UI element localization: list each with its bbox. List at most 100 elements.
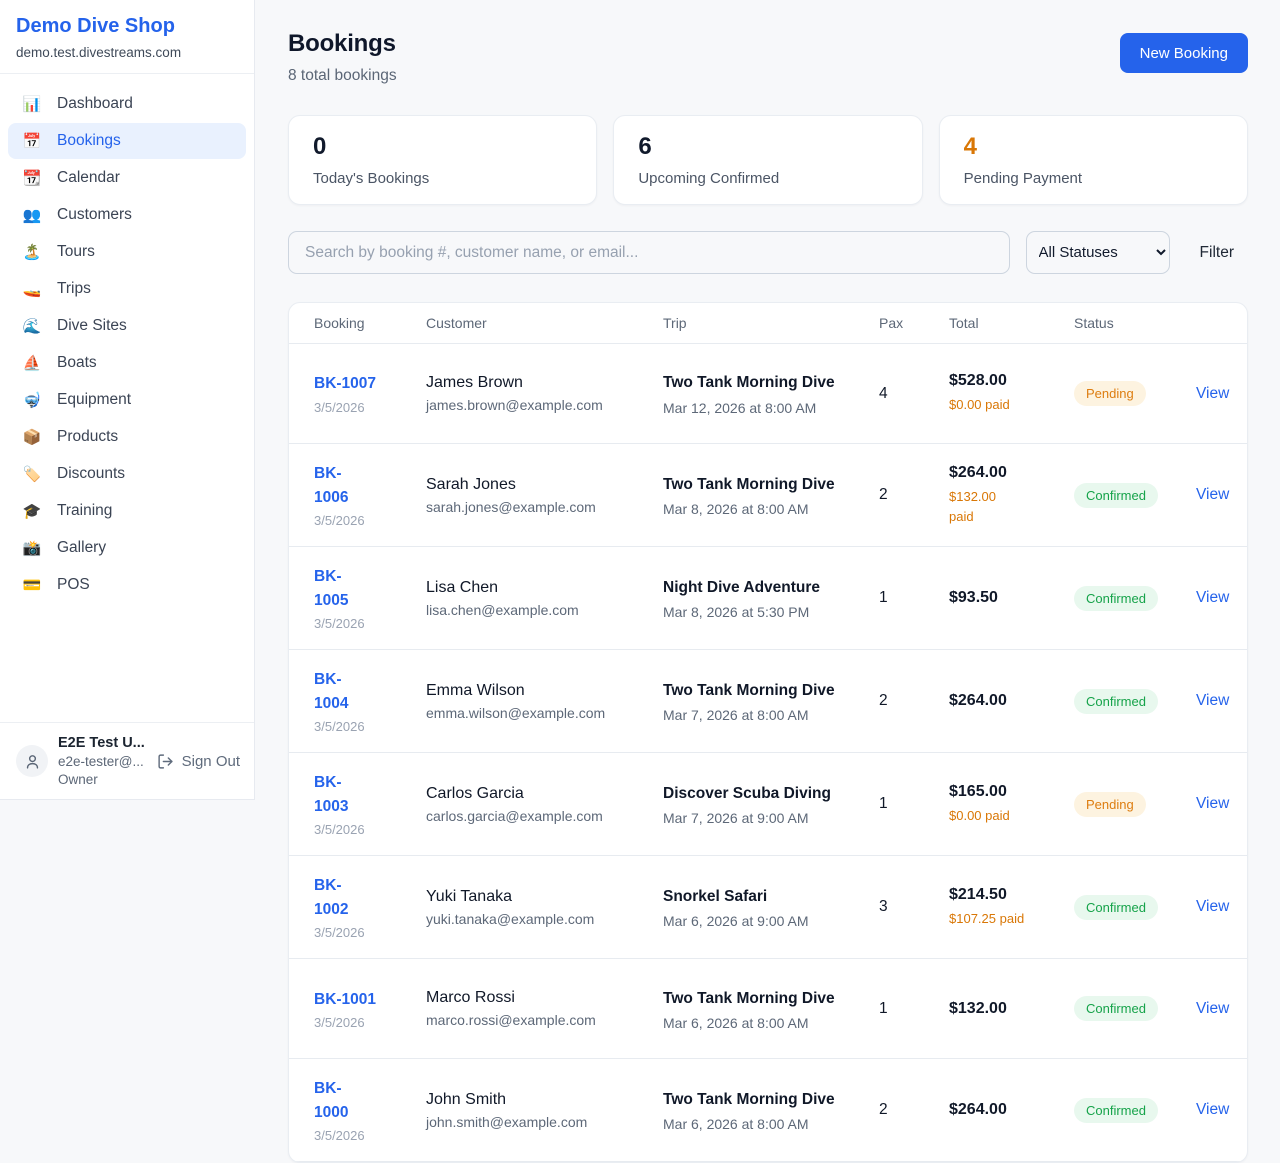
customer-email: yuki.tanaka@example.com <box>426 910 595 927</box>
view-link[interactable]: View <box>1196 589 1230 607</box>
stat-value: 4 <box>963 133 978 160</box>
table-header-row: Booking Customer Trip Pax Total Status <box>289 303 1247 344</box>
booking-id-link[interactable]: BK-1001 <box>314 990 377 1008</box>
column-header-trip: Trip <box>663 315 687 331</box>
booking-id-link[interactable]: BK- 1003 <box>314 774 349 816</box>
sidebar-item[interactable]: 💳 POS <box>8 567 246 603</box>
bookings-table: Booking Customer Trip Pax Total Status B… <box>288 302 1248 1163</box>
booking-date: 3/5/2026 <box>314 513 365 529</box>
sidebar-item-icon: 🌊 <box>22 317 42 335</box>
trip-name: Night Dive Adventure <box>663 579 821 597</box>
brand-domain: demo.test.divestreams.com <box>16 45 182 60</box>
sidebar-item[interactable]: 👥 Customers <box>8 197 246 233</box>
view-link[interactable]: View <box>1196 692 1230 710</box>
sidebar: Demo Dive Shop demo.test.divestreams.com… <box>0 0 255 800</box>
column-header-customer: Customer <box>426 315 487 331</box>
status-badge: Pending <box>1074 381 1146 406</box>
booking-date: 3/5/2026 <box>314 616 365 632</box>
sidebar-item[interactable]: 🚤 Trips <box>8 271 246 307</box>
table-row: BK- 1005 3/5/2026 Lisa Chen lisa.chen@ex… <box>289 547 1247 651</box>
trip-name: Snorkel Safari <box>663 888 768 906</box>
customer-email: sarah.jones@example.com <box>426 498 596 515</box>
sidebar-item[interactable]: 🏝️ Tours <box>8 234 246 270</box>
sidebar-item[interactable]: 📅 Bookings <box>8 123 246 159</box>
sidebar-item[interactable]: 📦 Products <box>8 419 246 455</box>
sidebar-item-label: Tours <box>57 243 95 260</box>
view-link[interactable]: View <box>1196 1101 1230 1119</box>
trip-name: Two Tank Morning Dive <box>663 476 835 493</box>
sidebar-item[interactable]: 🏷️ Discounts <box>8 456 246 492</box>
booking-id-link[interactable]: BK- 1006 <box>314 465 349 507</box>
sidebar-item[interactable]: 📸 Gallery <box>8 530 246 566</box>
sidebar-item-label: Bookings <box>57 132 121 149</box>
trip-name: Two Tank Morning Dive <box>663 374 835 392</box>
paid-amount: $132.00 paid <box>949 489 996 524</box>
booking-id-link[interactable]: BK- 1000 <box>314 1080 349 1122</box>
sidebar-item-icon: 🚤 <box>22 280 42 298</box>
booking-id-link[interactable]: BK-1007 <box>314 375 377 393</box>
sidebar-item-label: Calendar <box>57 169 120 186</box>
customer-email: carlos.garcia@example.com <box>426 807 603 824</box>
sidebar-item[interactable]: 📊 Dashboard <box>8 86 246 122</box>
paid-amount: $0.00 paid <box>949 807 1010 823</box>
pax-count: 1 <box>879 589 888 607</box>
column-header-pax: Pax <box>879 315 904 331</box>
view-link[interactable]: View <box>1196 486 1230 504</box>
booking-date: 3/5/2026 <box>314 1128 365 1144</box>
view-link[interactable]: View <box>1196 384 1230 402</box>
booking-date: 3/5/2026 <box>314 399 365 415</box>
pax-count: 4 <box>879 384 888 402</box>
sidebar-item-icon: 📸 <box>22 539 42 557</box>
booking-id-link[interactable]: BK- 1004 <box>314 671 349 713</box>
sidebar-item[interactable]: 🌊 Dive Sites <box>8 308 246 344</box>
filter-row: All Statuses Filter <box>288 231 1248 274</box>
total-amount: $93.50 <box>949 589 998 607</box>
pax-count: 3 <box>879 898 888 916</box>
column-header-booking: Booking <box>314 315 365 331</box>
view-link[interactable]: View <box>1196 999 1230 1017</box>
column-header-total: Total <box>949 315 979 331</box>
trip-datetime: Mar 12, 2026 at 8:00 AM <box>663 399 817 416</box>
sidebar-item[interactable]: 🤿 Equipment <box>8 382 246 418</box>
sidebar-item[interactable]: 📆 Calendar <box>8 160 246 196</box>
sidebar-item-label: Gallery <box>57 539 107 556</box>
sidebar-item-label: Dive Sites <box>57 317 127 334</box>
sign-out-button[interactable]: Sign Out <box>157 753 240 770</box>
sidebar-item-label: POS <box>57 576 90 593</box>
user-section: E2E Test U... e2e-tester@... Owner Sign … <box>0 722 254 799</box>
view-link[interactable]: View <box>1196 795 1230 813</box>
booking-id-link[interactable]: BK- 1005 <box>314 568 349 610</box>
total-amount: $132.00 <box>949 999 1007 1017</box>
sidebar-item[interactable]: 🎓 Training <box>8 493 246 529</box>
status-badge: Pending <box>1074 791 1146 817</box>
sidebar-item-label: Trips <box>57 280 91 297</box>
paid-amount: $107.25 paid <box>949 910 1025 926</box>
new-booking-button[interactable]: New Booking <box>1119 33 1248 73</box>
brand-name: Demo Dive Shop <box>16 15 175 37</box>
sidebar-item[interactable]: ⛵ Boats <box>8 345 246 381</box>
booking-date: 3/5/2026 <box>314 925 365 941</box>
sidebar-item-icon: 🤿 <box>22 391 42 409</box>
stat-value: 6 <box>638 133 652 160</box>
table-row: BK- 1000 3/5/2026 John Smith john.smith@… <box>289 1059 1247 1163</box>
booking-id-link[interactable]: BK- 1002 <box>314 877 349 919</box>
view-link[interactable]: View <box>1196 898 1230 916</box>
total-amount: $165.00 <box>949 782 1007 800</box>
booking-date: 3/5/2026 <box>314 822 365 838</box>
customer-name: Lisa Chen <box>426 578 499 596</box>
sidebar-item-icon: 📦 <box>22 428 42 446</box>
customer-name: Yuki Tanaka <box>426 887 512 905</box>
pax-count: 1 <box>879 999 888 1017</box>
sign-out-label: Sign Out <box>181 752 240 770</box>
total-amount: $264.00 <box>949 1101 1007 1119</box>
search-input[interactable] <box>288 231 1010 274</box>
table-row: BK- 1006 3/5/2026 Sarah Jones sarah.jone… <box>289 444 1247 548</box>
customer-email: lisa.chen@example.com <box>426 601 579 618</box>
user-email: e2e-tester@... <box>58 754 144 769</box>
filter-button[interactable]: Filter <box>1186 244 1248 262</box>
trip-datetime: Mar 6, 2026 at 9:00 AM <box>663 913 809 930</box>
sidebar-item-icon: 📅 <box>22 132 42 150</box>
customer-email: john.smith@example.com <box>426 1113 588 1130</box>
sidebar-item-label: Training <box>57 502 113 519</box>
status-select[interactable]: All Statuses <box>1025 231 1170 274</box>
